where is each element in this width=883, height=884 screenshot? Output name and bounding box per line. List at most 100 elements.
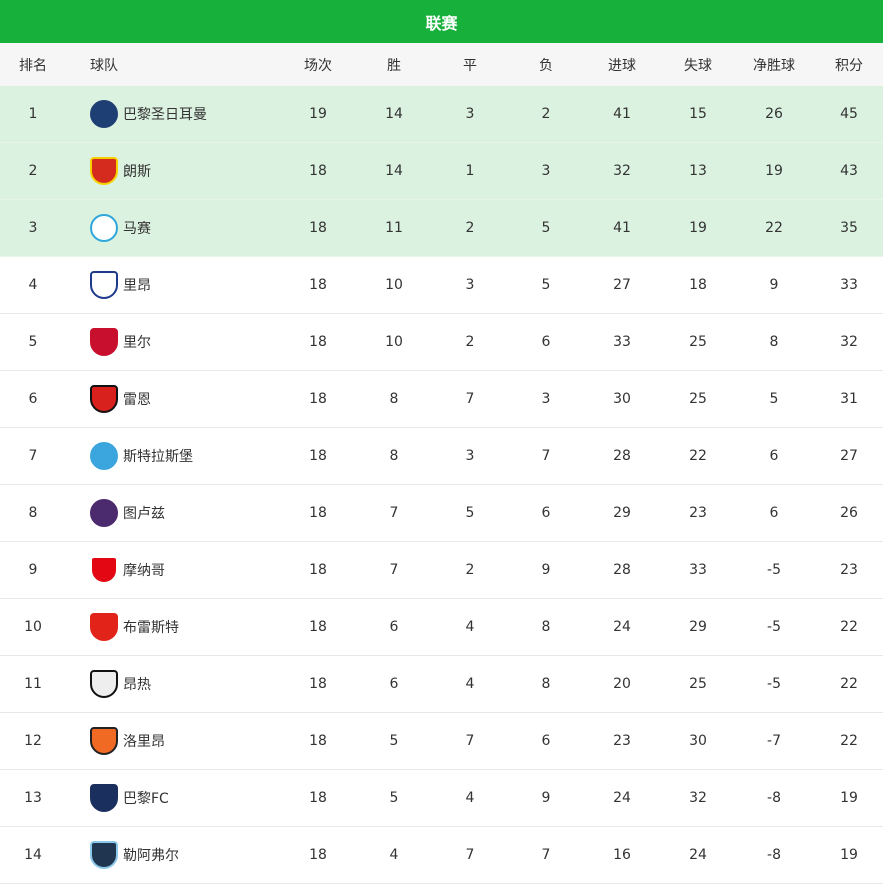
played-cell: 18 [309,619,327,635]
d-cell: 7 [465,733,475,749]
table-row[interactable]: 6 雷恩 18 8 7 3 30 25 5 31 [0,371,883,428]
gd-cell: 5 [769,391,779,407]
angers-logo-icon [90,670,118,698]
table-row[interactable]: 4 里昂 18 10 3 5 27 18 9 33 [0,257,883,314]
l-cell: 9 [541,562,551,578]
team-cell[interactable]: 布雷斯特 [90,613,179,641]
header-2: 场次 [304,57,332,74]
pts-cell: 27 [840,448,858,464]
ga-cell: 25 [689,334,707,350]
l-cell: 8 [541,619,551,635]
rennes-logo-icon [90,385,118,413]
ga-cell: 25 [689,676,707,692]
w-cell: 5 [389,790,399,806]
table-row[interactable]: 10 布雷斯特 18 6 4 8 24 29 -5 22 [0,599,883,656]
team-cell[interactable]: 马赛 [90,214,151,242]
team-cell[interactable]: 巴黎FC [90,784,169,812]
table-row[interactable]: 5 里尔 18 10 2 6 33 25 8 32 [0,314,883,371]
gf-cell: 28 [613,562,631,578]
brest-logo-icon [90,613,118,641]
gf-cell: 33 [613,334,631,350]
header-5: 负 [539,57,553,74]
played-cell: 18 [309,733,327,749]
marseille-logo-icon [90,214,118,242]
gd-cell: 26 [765,106,783,122]
d-cell: 2 [465,220,475,236]
team-cell[interactable]: 洛里昂 [90,727,165,755]
rank: 8 [28,505,38,521]
ga-cell: 30 [689,733,707,749]
l-cell: 6 [541,334,551,350]
table-row[interactable]: 9 摩纳哥 18 7 2 9 28 33 -5 23 [0,542,883,599]
team-cell[interactable]: 昂热 [90,670,151,698]
lille-logo-icon [90,328,118,356]
l-cell: 5 [541,220,551,236]
rank: 1 [28,106,38,122]
paris-fc-logo-icon [90,784,118,812]
team-cell[interactable]: 图卢兹 [90,499,165,527]
ga-cell: 25 [689,391,707,407]
table-row[interactable]: 8 图卢兹 18 7 5 6 29 23 6 26 [0,485,883,542]
team-name: 朗斯 [123,164,151,180]
w-cell: 10 [385,334,403,350]
gf-cell: 30 [613,391,631,407]
played-cell: 18 [309,220,327,236]
header-7: 失球 [684,57,712,74]
team-name: 图卢兹 [123,506,165,522]
strasbourg-logo-icon [90,442,118,470]
rank: 5 [28,334,38,350]
pts-cell: 45 [840,106,858,122]
gd-cell: 22 [765,220,783,236]
gf-cell: 41 [613,106,631,122]
played-cell: 18 [309,334,327,350]
rank: 3 [28,220,38,236]
header-3: 胜 [387,57,401,74]
table-header: 排名 球队 场次 胜 平 负 进球 失球 净胜球 积分 [0,43,883,86]
team-name: 斯特拉斯堡 [123,449,193,465]
team-name: 勒阿弗尔 [123,848,179,864]
standings-table: 1 巴黎圣日耳曼 19 14 3 2 41 15 26 45 2 朗斯 18 14 1 3 32 13 19 43 3 马… [0,86,883,884]
ga-cell: 19 [689,220,707,236]
gf-cell: 24 [613,619,631,635]
team-name: 昂热 [123,677,151,693]
d-cell: 7 [465,847,475,863]
w-cell: 7 [389,562,399,578]
gd-cell: -7 [767,733,781,749]
team-cell[interactable]: 雷恩 [90,385,151,413]
l-cell: 9 [541,790,551,806]
rank: 13 [24,790,42,806]
team-cell[interactable]: 巴黎圣日耳曼 [90,100,207,128]
l-cell: 2 [541,106,551,122]
pts-cell: 32 [840,334,858,350]
table-row[interactable]: 12 洛里昂 18 5 7 6 23 30 -7 22 [0,713,883,770]
played-cell: 18 [309,505,327,521]
rank: 12 [24,733,42,749]
pts-cell: 31 [840,391,858,407]
pts-cell: 43 [840,163,858,179]
table-row[interactable]: 7 斯特拉斯堡 18 8 3 7 28 22 6 27 [0,428,883,485]
pts-cell: 35 [840,220,858,236]
team-name: 马赛 [123,221,151,237]
team-cell[interactable]: 摩纳哥 [90,556,165,584]
team-cell[interactable]: 朗斯 [90,157,151,185]
team-cell[interactable]: 里尔 [90,328,151,356]
gd-cell: -5 [767,619,781,635]
table-row[interactable]: 2 朗斯 18 14 1 3 32 13 19 43 [0,143,883,200]
pts-cell: 22 [840,619,858,635]
ga-cell: 29 [689,619,707,635]
ga-cell: 23 [689,505,707,521]
rank: 4 [28,277,38,293]
table-row[interactable]: 1 巴黎圣日耳曼 19 14 3 2 41 15 26 45 [0,86,883,143]
w-cell: 5 [389,733,399,749]
team-cell[interactable]: 斯特拉斯堡 [90,442,193,470]
team-cell[interactable]: 勒阿弗尔 [90,841,179,869]
team-cell[interactable]: 里昂 [90,271,151,299]
ga-cell: 33 [689,562,707,578]
table-row[interactable]: 11 昂热 18 6 4 8 20 25 -5 22 [0,656,883,713]
table-row[interactable]: 3 马赛 18 11 2 5 41 19 22 35 [0,200,883,257]
table-row[interactable]: 14 勒阿弗尔 18 4 7 7 16 24 -8 19 [0,827,883,884]
l-cell: 8 [541,676,551,692]
table-row[interactable]: 13 巴黎FC 18 5 4 9 24 32 -8 19 [0,770,883,827]
header-8: 净胜球 [753,57,795,74]
team-name: 里尔 [123,335,151,351]
